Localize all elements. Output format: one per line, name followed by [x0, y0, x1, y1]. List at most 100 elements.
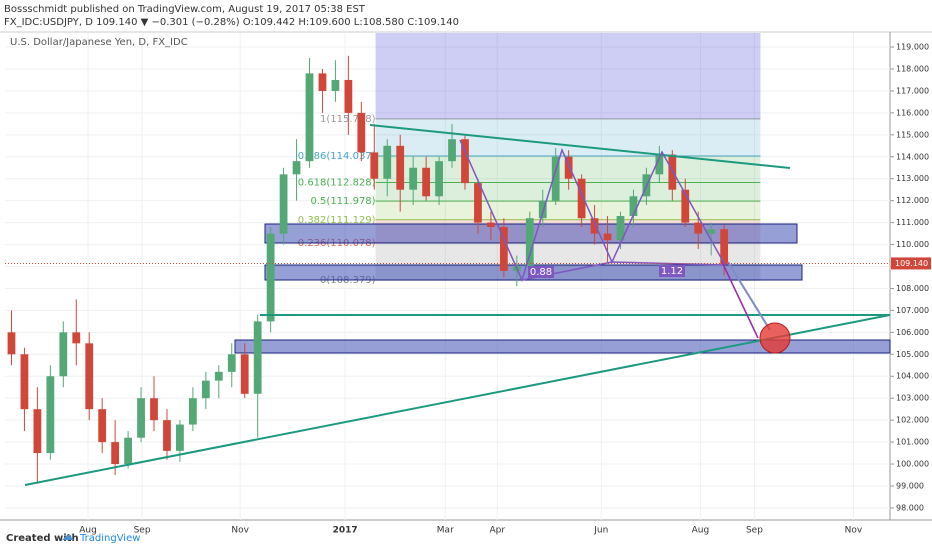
candle-body: [20, 354, 29, 410]
y-tick-label: 113.000: [896, 174, 929, 183]
candle-body: [603, 233, 612, 241]
annotation: 0.88: [530, 267, 552, 278]
fib-band: [375, 118, 761, 156]
footer-brand: TradingView: [79, 533, 140, 544]
candle-body: [98, 409, 107, 443]
candle-body: [240, 354, 249, 394]
fib-band: [375, 182, 761, 202]
logo: [62, 534, 74, 540]
candle-body: [409, 167, 418, 190]
fib-label: 1(115.728): [320, 114, 376, 125]
fib-band: [375, 201, 761, 220]
publisher: Bossschmidt published on TradingView.com…: [4, 4, 366, 15]
x-tick-label: Aug: [692, 526, 710, 536]
trendline: [24, 314, 891, 486]
footer-text: Created with: [6, 533, 79, 544]
last-price-label: 109.140: [895, 259, 928, 268]
fib-label: 0.382(111.129): [298, 215, 376, 226]
y-tick-label: 119.000: [896, 43, 929, 52]
candle-body: [720, 229, 729, 265]
candle-body: [318, 73, 327, 91]
annotation-box: [659, 265, 685, 277]
candle-body: [655, 154, 664, 175]
x-tick-label: Sep: [746, 526, 763, 536]
candle-body: [201, 380, 210, 399]
candle-body: [629, 196, 638, 217]
candle-body: [72, 332, 81, 344]
y-tick-label: 116.000: [896, 108, 929, 117]
x-tick-label: Apr: [489, 526, 505, 536]
y-tick-label: 107.000: [896, 306, 929, 315]
annotation-box: [528, 266, 554, 278]
target-circle: [759, 322, 791, 354]
candle-body: [163, 420, 171, 451]
candle-body: [357, 112, 366, 153]
candle-body: [474, 183, 482, 223]
candle-body: [124, 437, 132, 465]
y-tick-label: 101.000: [896, 438, 929, 447]
candle-body: [551, 156, 560, 201]
x-tick-label: Nov: [231, 526, 249, 536]
projection-arrow: [721, 261, 759, 339]
candle-body: [396, 145, 405, 190]
candle-body: [344, 79, 353, 113]
candle-body: [616, 216, 625, 241]
annotation: 1.12: [661, 266, 683, 277]
candle-body: [292, 161, 301, 175]
candle-body: [331, 79, 340, 91]
candle-body: [577, 178, 586, 219]
candle-body: [33, 409, 42, 454]
x-tick-label: 2017: [333, 526, 358, 536]
candle-body: [176, 424, 184, 451]
candle-body: [266, 233, 275, 322]
candle-body: [538, 200, 547, 219]
candle-body: [7, 332, 16, 355]
projection-zone: [375, 33, 761, 119]
y-tick-label: 105.000: [896, 350, 929, 359]
y-tick-label: 106.000: [896, 328, 929, 337]
candle-body: [111, 442, 120, 465]
candle-body: [590, 218, 599, 234]
projection-arrow: [727, 261, 771, 331]
y-tick-label: 118.000: [896, 64, 929, 73]
y-tick-label: 98.000: [896, 503, 924, 512]
y-tick-label: 100.000: [896, 460, 929, 469]
x-tick-label: Sep: [134, 526, 151, 536]
x-tick-label: Nov: [845, 526, 863, 536]
candle-body: [137, 398, 145, 438]
zone-rect: [234, 339, 891, 354]
candle-body: [85, 343, 94, 410]
y-tick-label: 117.000: [896, 86, 929, 95]
y-tick-label: 108.000: [896, 284, 929, 293]
y-tick-label: 111.000: [896, 218, 929, 227]
quote: FX_IDC:USDJPY, D 109.140 ▼ −0.301 (−0.28…: [4, 17, 459, 28]
candle-body: [564, 156, 573, 179]
candle-body: [668, 154, 677, 190]
trendline: [369, 124, 791, 169]
candle-body: [46, 376, 55, 454]
candle-body: [150, 398, 158, 421]
x-tick-label: Aug: [79, 526, 97, 536]
y-tick-label: 112.000: [896, 196, 929, 205]
candle-body: [214, 371, 223, 381]
candle-body: [383, 145, 392, 179]
chart-title: U.S. Dollar/Japanese Yen, D, FX_IDC: [10, 37, 188, 48]
y-tick-label: 114.000: [896, 152, 929, 161]
candle-body: [59, 332, 68, 377]
fib-label: 0.786(114.037): [298, 151, 376, 162]
last-price-box: [891, 257, 931, 270]
candle-body: [227, 354, 236, 372]
fib-label: 0.5(111.978): [311, 196, 376, 207]
candle-body: [279, 174, 288, 234]
candle-body: [370, 152, 379, 179]
y-tick-label: 110.000: [896, 240, 929, 249]
x-tick-label: Jun: [593, 526, 608, 536]
pattern-line: [459, 139, 726, 283]
candle-body: [461, 139, 469, 184]
candle-body: [253, 321, 262, 394]
candle-body: [694, 222, 703, 234]
y-tick-label: 115.000: [896, 130, 929, 139]
candle-body: [487, 222, 495, 228]
y-tick-label: 102.000: [896, 416, 929, 425]
